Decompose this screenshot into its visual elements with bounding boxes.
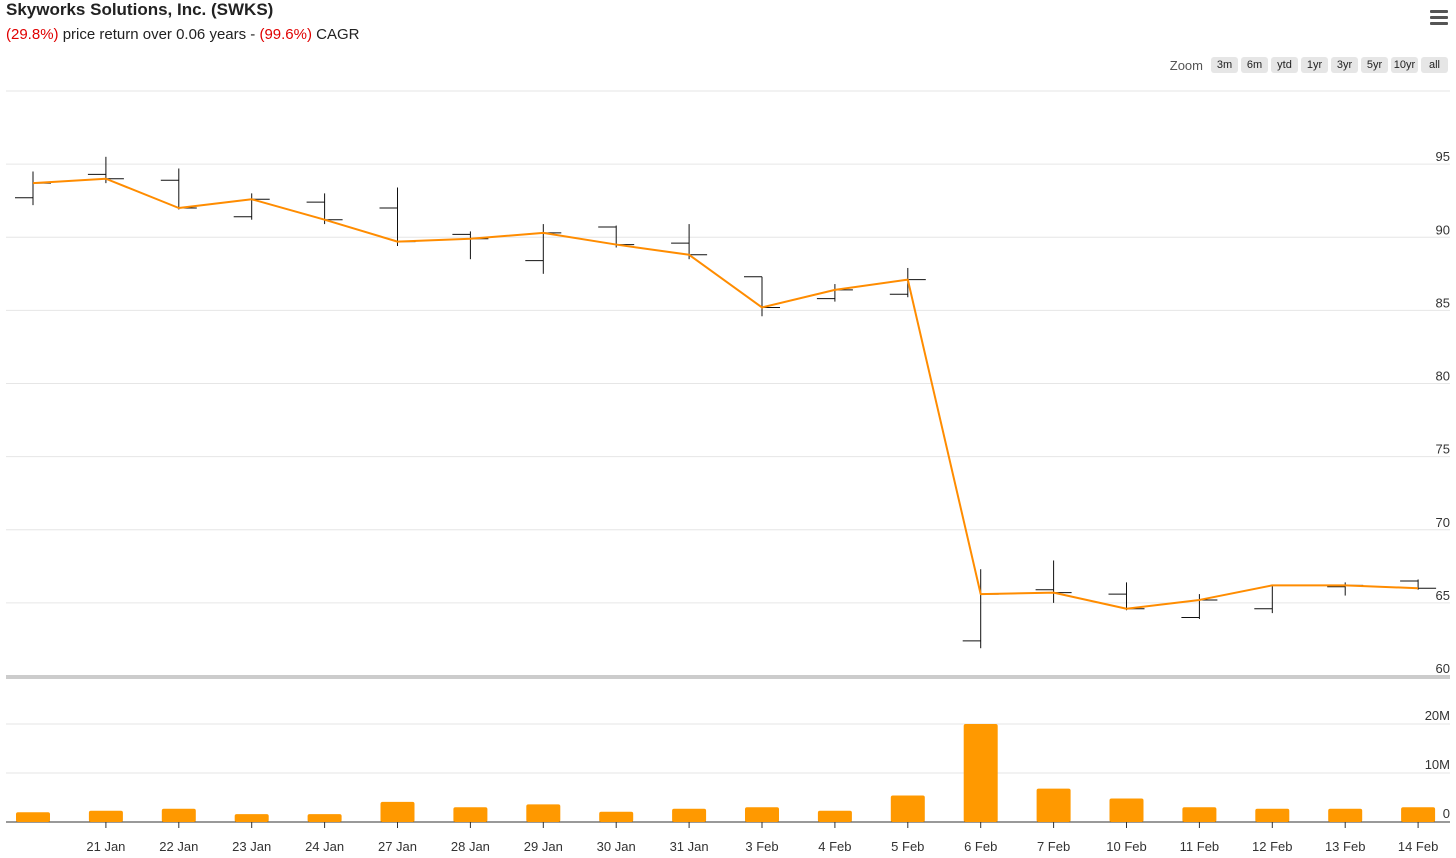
volume-bar xyxy=(1401,807,1436,822)
x-tick-label: 12 Feb xyxy=(1252,839,1292,854)
volume-y-tick-label: 20M xyxy=(1425,708,1450,723)
volume-bar xyxy=(16,812,50,822)
zoom-6m-button[interactable]: 6m xyxy=(1241,57,1268,73)
zoom-bar: Zoom 3m 6m ytd 1yr 3yr 5yr 10yr all xyxy=(1170,57,1448,73)
price-y-tick-label: 80 xyxy=(1436,369,1450,384)
volume-bar xyxy=(1109,798,1144,822)
volume-bar xyxy=(890,795,925,822)
zoom-3yr-button[interactable]: 3yr xyxy=(1331,57,1358,73)
zoom-3m-button[interactable]: 3m xyxy=(1211,57,1238,73)
price-y-tick-label: 65 xyxy=(1436,588,1450,603)
zoom-all-button[interactable]: all xyxy=(1421,57,1448,73)
volume-bar xyxy=(380,801,415,822)
volume-bar xyxy=(88,810,123,822)
x-tick-label: 29 Jan xyxy=(524,839,563,854)
cagr-value: (99.6%) xyxy=(259,26,312,43)
volume-bar xyxy=(599,811,634,822)
x-tick-label: 30 Jan xyxy=(597,839,636,854)
volume-bar xyxy=(963,724,998,822)
volume-bar xyxy=(1255,808,1290,822)
volume-bar xyxy=(307,814,342,822)
volume-y-tick-label: 10M xyxy=(1425,757,1450,772)
x-tick-label: 21 Jan xyxy=(86,839,125,854)
volume-y-tick-label: 0 xyxy=(1443,806,1450,821)
x-tick-label: 3 Feb xyxy=(745,839,778,854)
chart-title: Skyworks Solutions, Inc. (SWKS) xyxy=(6,0,274,19)
x-tick-label: 14 Feb xyxy=(1398,839,1438,854)
volume-bar xyxy=(672,808,707,822)
volume-bar xyxy=(526,804,561,822)
zoom-ytd-button[interactable]: ytd xyxy=(1271,57,1298,73)
x-tick-label: 4 Feb xyxy=(818,839,851,854)
pane-separator xyxy=(6,675,1450,679)
x-tick-label: 24 Jan xyxy=(305,839,344,854)
price-return-value: (29.8%) xyxy=(6,26,59,43)
volume-bar xyxy=(1182,807,1217,822)
hamburger-menu-icon[interactable] xyxy=(1430,10,1448,26)
volume-bar xyxy=(817,810,852,822)
cagr-label: CAGR xyxy=(311,26,360,43)
volume-bar xyxy=(234,814,269,822)
x-tick-label: 13 Feb xyxy=(1325,839,1365,854)
x-tick-label: 10 Feb xyxy=(1106,839,1146,854)
chart-subtitle: (29.8%) price return over 0.06 years - (… xyxy=(6,26,360,43)
volume-bar xyxy=(161,808,196,822)
volume-bar xyxy=(1036,788,1071,822)
volume-bar xyxy=(1328,808,1363,822)
zoom-1yr-button[interactable]: 1yr xyxy=(1301,57,1328,73)
price-line xyxy=(32,177,1419,610)
price-y-tick-label: 70 xyxy=(1436,515,1450,530)
price-y-tick-label: 60 xyxy=(1436,661,1450,676)
x-tick-label: 11 Feb xyxy=(1180,839,1220,854)
x-tick-label: 31 Jan xyxy=(670,839,709,854)
price-y-tick-label: 75 xyxy=(1436,442,1450,457)
price-y-tick-label: 85 xyxy=(1436,295,1450,310)
price-return-text: price return over 0.06 years - xyxy=(58,26,260,43)
volume-bar xyxy=(745,807,779,822)
x-tick-label: 6 Feb xyxy=(964,839,997,854)
zoom-10yr-button[interactable]: 10yr xyxy=(1391,57,1418,73)
zoom-5yr-button[interactable]: 5yr xyxy=(1361,57,1388,73)
x-tick-label: 7 Feb xyxy=(1037,839,1070,854)
x-tick-label: 22 Jan xyxy=(159,839,198,854)
zoom-label: Zoom xyxy=(1169,57,1203,73)
x-tick-label: 28 Jan xyxy=(451,839,490,854)
x-tick-label: 27 Jan xyxy=(378,839,417,854)
x-tick-label: 5 Feb xyxy=(891,839,924,854)
price-y-tick-label: 95 xyxy=(1436,149,1450,164)
price-y-tick-label: 90 xyxy=(1436,222,1450,237)
x-tick-label: 23 Jan xyxy=(232,839,271,854)
volume-bar xyxy=(453,807,488,822)
